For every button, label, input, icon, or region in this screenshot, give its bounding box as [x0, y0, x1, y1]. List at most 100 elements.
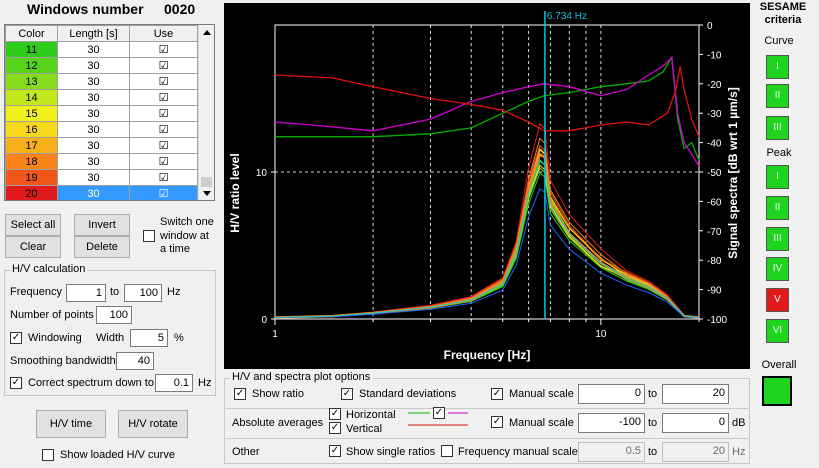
scale-3-from-input[interactable]: 0.5 [578, 442, 645, 462]
hv-ratio-curves [274, 122, 700, 319]
window-use-checkbox[interactable]: ☑ [129, 105, 198, 122]
vertical-label: Vertical [346, 423, 383, 435]
window-use-checkbox[interactable]: ☑ [129, 153, 198, 170]
window-row[interactable]: 15 30 ☑ [5, 105, 198, 122]
window-color-cell[interactable]: 12 [5, 57, 58, 74]
vertical-checkbox[interactable]: ✓ [329, 422, 341, 434]
window-row[interactable]: 12 30 ☑ [5, 57, 198, 74]
window-length-cell[interactable]: 30 [57, 41, 130, 58]
scroll-thumb[interactable] [201, 177, 212, 187]
windowing-checkbox[interactable]: ✓ [10, 332, 22, 344]
curve-criterion-3[interactable]: III [766, 116, 789, 140]
window-use-checkbox[interactable]: ☑ [129, 137, 198, 154]
peak-criterion-4[interactable]: IV [766, 257, 789, 281]
overall-status-indicator[interactable] [762, 376, 792, 406]
frequency-to-input[interactable]: 100 [124, 284, 162, 302]
window-row[interactable]: 11 30 ☑ [5, 41, 198, 58]
frequency-from-input[interactable]: 1 [66, 284, 106, 302]
window-use-checkbox[interactable]: ☑ [129, 57, 198, 74]
switch-one-window-checkbox[interactable] [143, 230, 155, 242]
scroll-up-arrow-icon[interactable] [203, 30, 211, 35]
window-color-cell[interactable]: 16 [5, 121, 58, 138]
clear-button[interactable]: Clear [5, 236, 61, 258]
window-color-cell[interactable]: 15 [5, 105, 58, 122]
window-color-cell[interactable]: 20 [5, 185, 58, 200]
window-length-cell[interactable]: 30 [57, 57, 130, 74]
scale-1-to-input[interactable]: 20 [662, 384, 729, 404]
col-color-header[interactable]: Color [5, 25, 58, 42]
scale-2-from-input[interactable]: -100 [578, 413, 645, 433]
window-row[interactable]: 13 30 ☑ [5, 73, 198, 90]
peak-criterion-3[interactable]: III [766, 227, 789, 251]
manual-scale-2-checkbox[interactable]: ✓ [491, 416, 503, 428]
peak-criterion-6[interactable]: VI [766, 319, 789, 343]
right-tick-label: -20 [707, 80, 722, 91]
window-color-cell[interactable]: 18 [5, 153, 58, 170]
window-length-cell[interactable]: 30 [57, 153, 130, 170]
window-row[interactable]: 16 30 ☑ [5, 121, 198, 138]
windows-count: 0020 [164, 1, 196, 17]
window-color-cell[interactable]: 17 [5, 137, 58, 154]
hv-rotate-button[interactable]: H/V rotate [118, 410, 188, 438]
window-row[interactable]: 20 30 ☑ [5, 185, 198, 200]
absolute-averages-label: Absolute averages [232, 417, 324, 429]
window-color-cell[interactable]: 11 [5, 41, 58, 58]
window-length-cell[interactable]: 30 [57, 105, 130, 122]
window-use-checkbox[interactable]: ☑ [129, 185, 198, 200]
window-use-checkbox[interactable]: ☑ [129, 89, 198, 106]
right-tick-label: -10 [707, 50, 722, 61]
window-use-checkbox[interactable]: ☑ [129, 41, 198, 58]
window-row[interactable]: 17 30 ☑ [5, 137, 198, 154]
windows-scrollbar[interactable] [198, 25, 214, 200]
peak-criterion-2[interactable]: II [766, 196, 789, 220]
hv-spectra-plot[interactable]: 10 0 0 -10 -20 -30 -40 -50 -60 -70 -80 -90 -100 1 10 6… [224, 3, 750, 369]
window-row[interactable]: 19 30 ☑ [5, 169, 198, 186]
window-row[interactable]: 18 30 ☑ [5, 153, 198, 170]
number-of-points-input[interactable]: 100 [96, 306, 132, 324]
col-length-header[interactable]: Length [s] [57, 25, 130, 42]
show-ratio-checkbox[interactable]: ✓ [234, 388, 246, 400]
frequency-manual-scale-checkbox[interactable] [441, 445, 453, 457]
scroll-down-arrow-icon[interactable] [203, 191, 211, 196]
component-toggle-checkbox[interactable]: ✓ [433, 407, 445, 419]
scale-3-to-input[interactable]: 20 [662, 442, 729, 462]
window-use-checkbox[interactable]: ☑ [129, 121, 198, 138]
window-length-cell[interactable]: 30 [57, 169, 130, 186]
window-length-cell[interactable]: 30 [57, 185, 130, 200]
window-row[interactable]: 14 30 ☑ [5, 89, 198, 106]
col-use-header[interactable]: Use [129, 25, 198, 42]
standard-deviations-checkbox[interactable]: ✓ [341, 388, 353, 400]
scale-2-to-input[interactable]: 0 [662, 413, 729, 433]
peak-criterion-5[interactable]: V [766, 288, 789, 312]
left-tick-label: 0 [261, 315, 267, 326]
peak-criterion-1[interactable]: I [766, 165, 789, 189]
scale-1-from-input[interactable]: 0 [578, 384, 645, 404]
window-length-cell[interactable]: 30 [57, 121, 130, 138]
correct-spectrum-input[interactable]: 0.1 [155, 374, 193, 392]
show-loaded-hv-checkbox[interactable] [42, 449, 54, 461]
window-color-cell[interactable]: 19 [5, 169, 58, 186]
manual-scale-1-checkbox[interactable]: ✓ [491, 388, 503, 400]
window-length-cell[interactable]: 30 [57, 89, 130, 106]
hv-time-button[interactable]: H/V time [36, 410, 106, 438]
curve-criterion-2[interactable]: II [766, 84, 789, 108]
horizontal-checkbox[interactable]: ✓ [329, 408, 341, 420]
correct-spectrum-checkbox[interactable]: ✓ [10, 377, 22, 389]
window-length-cell[interactable]: 30 [57, 73, 130, 90]
invert-button[interactable]: Invert [74, 214, 130, 236]
window-color-cell[interactable]: 14 [5, 89, 58, 106]
right-tick-label: 0 [707, 21, 713, 32]
window-color-cell[interactable]: 13 [5, 73, 58, 90]
width-input[interactable]: 5 [130, 329, 168, 347]
smoothing-bandwidth-input[interactable]: 40 [116, 352, 154, 370]
window-use-checkbox[interactable]: ☑ [129, 73, 198, 90]
window-use-checkbox[interactable]: ☑ [129, 169, 198, 186]
curve-criterion-1[interactable]: I [766, 55, 789, 79]
right-tick-label: -100 [707, 315, 727, 326]
scale-2-to-label: to [648, 417, 658, 429]
show-single-ratios-checkbox[interactable]: ✓ [329, 445, 341, 457]
select-all-button[interactable]: Select all [5, 214, 61, 236]
window-length-cell[interactable]: 30 [57, 137, 130, 154]
delete-button[interactable]: Delete [74, 236, 130, 258]
curve-label: Curve [764, 35, 794, 47]
